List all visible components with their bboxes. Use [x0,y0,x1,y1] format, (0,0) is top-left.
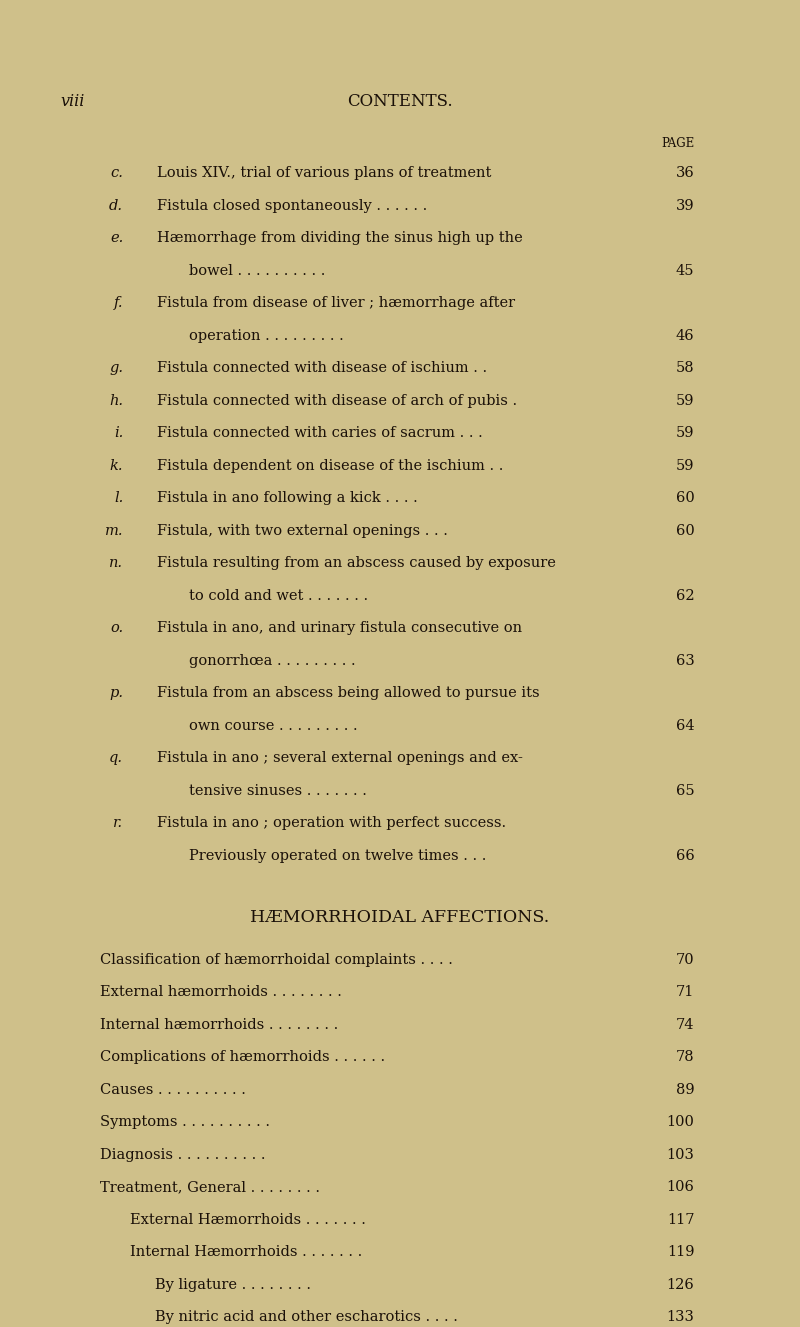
Text: External hæmorrhoids . . . . . . . .: External hæmorrhoids . . . . . . . . [100,986,342,999]
Text: External Hæmorrhoids . . . . . . .: External Hæmorrhoids . . . . . . . [130,1213,366,1227]
Text: viii: viii [60,93,84,110]
Text: Internal hæmorrhoids . . . . . . . .: Internal hæmorrhoids . . . . . . . . [100,1018,338,1032]
Text: HÆMORRHOIDAL AFFECTIONS.: HÆMORRHOIDAL AFFECTIONS. [250,909,550,926]
Text: CONTENTS.: CONTENTS. [347,93,453,110]
Text: 103: 103 [666,1148,694,1162]
Text: 65: 65 [676,784,694,798]
Text: i.: i. [114,426,123,441]
Text: 89: 89 [676,1083,694,1097]
Text: 59: 59 [676,459,694,472]
Text: to cold and wet . . . . . . .: to cold and wet . . . . . . . [189,589,368,602]
Text: Fistula closed spontaneously . . . . . .: Fistula closed spontaneously . . . . . . [157,199,427,212]
Text: Louis XIV., trial of various plans of treatment: Louis XIV., trial of various plans of tr… [157,166,491,180]
Text: 119: 119 [667,1246,694,1259]
Text: Previously operated on twelve times . . .: Previously operated on twelve times . . … [189,849,486,863]
Text: Fistula in ano following a kick . . . .: Fistula in ano following a kick . . . . [157,491,418,506]
Text: tensive sinuses . . . . . . .: tensive sinuses . . . . . . . [189,784,366,798]
Text: bowel . . . . . . . . . .: bowel . . . . . . . . . . [189,264,325,277]
Text: 74: 74 [676,1018,694,1032]
Text: 78: 78 [676,1051,694,1064]
Text: Causes . . . . . . . . . .: Causes . . . . . . . . . . [100,1083,246,1097]
Text: 59: 59 [676,426,694,441]
Text: own course . . . . . . . . .: own course . . . . . . . . . [189,719,358,733]
Text: e.: e. [110,231,123,245]
Text: PAGE: PAGE [661,137,694,150]
Text: 63: 63 [676,654,694,667]
Text: 70: 70 [676,953,694,967]
Text: 64: 64 [676,719,694,733]
Text: 71: 71 [676,986,694,999]
Text: Treatment, General . . . . . . . .: Treatment, General . . . . . . . . [100,1181,320,1194]
Text: h.: h. [109,394,123,407]
Text: Fistula from an abscess being allowed to pursue its: Fistula from an abscess being allowed to… [157,686,539,701]
Text: Fistula in ano, and urinary fistula consecutive on: Fistula in ano, and urinary fistula cons… [157,621,522,636]
Text: Fistula connected with caries of sacrum . . .: Fistula connected with caries of sacrum … [157,426,482,441]
Text: operation . . . . . . . . .: operation . . . . . . . . . [189,329,343,342]
Text: Symptoms . . . . . . . . . .: Symptoms . . . . . . . . . . [100,1116,270,1129]
Text: Fistula in ano ; operation with perfect success.: Fistula in ano ; operation with perfect … [157,816,506,831]
Text: Fistula resulting from an abscess caused by exposure: Fistula resulting from an abscess caused… [157,556,556,571]
Text: f.: f. [114,296,123,311]
Text: p.: p. [109,686,123,701]
Text: m.: m. [105,524,123,537]
Text: 62: 62 [676,589,694,602]
Text: q.: q. [109,751,123,766]
Text: Fistula connected with disease of arch of pubis .: Fistula connected with disease of arch o… [157,394,517,407]
Text: 59: 59 [676,394,694,407]
Text: Complications of hæmorrhoids . . . . . .: Complications of hæmorrhoids . . . . . . [100,1051,385,1064]
Text: l.: l. [114,491,123,506]
Text: c.: c. [110,166,123,180]
Text: k.: k. [110,459,123,472]
Text: 126: 126 [666,1278,694,1292]
Text: 100: 100 [666,1116,694,1129]
Text: n.: n. [109,556,123,571]
Text: 36: 36 [676,166,694,180]
Text: 46: 46 [676,329,694,342]
Text: 66: 66 [676,849,694,863]
Text: o.: o. [110,621,123,636]
Text: Fistula in ano ; several external openings and ex-: Fistula in ano ; several external openin… [157,751,522,766]
Text: 45: 45 [676,264,694,277]
Text: d.: d. [109,199,123,212]
Text: 39: 39 [676,199,694,212]
Text: 106: 106 [666,1181,694,1194]
Text: Hæmorrhage from dividing the sinus high up the: Hæmorrhage from dividing the sinus high … [157,231,522,245]
Text: gonorrhœa . . . . . . . . .: gonorrhœa . . . . . . . . . [189,654,355,667]
Text: 133: 133 [666,1311,694,1324]
Text: Fistula, with two external openings . . .: Fistula, with two external openings . . … [157,524,448,537]
Text: By nitric acid and other escharotics . . . .: By nitric acid and other escharotics . .… [155,1311,458,1324]
Text: 60: 60 [676,524,694,537]
Text: Internal Hæmorrhoids . . . . . . .: Internal Hæmorrhoids . . . . . . . [130,1246,362,1259]
Text: Classification of hæmorrhoidal complaints . . . .: Classification of hæmorrhoidal complaint… [100,953,453,967]
Text: 58: 58 [676,361,694,376]
Text: g.: g. [109,361,123,376]
Text: 117: 117 [667,1213,694,1227]
Text: By ligature . . . . . . . .: By ligature . . . . . . . . [155,1278,311,1292]
Text: r.: r. [114,816,123,831]
Text: 60: 60 [676,491,694,506]
Text: Fistula connected with disease of ischium . .: Fistula connected with disease of ischiu… [157,361,487,376]
Text: Fistula from disease of liver ; hæmorrhage after: Fistula from disease of liver ; hæmorrha… [157,296,515,311]
Text: Fistula dependent on disease of the ischium . .: Fistula dependent on disease of the isch… [157,459,503,472]
Text: Diagnosis . . . . . . . . . .: Diagnosis . . . . . . . . . . [100,1148,266,1162]
